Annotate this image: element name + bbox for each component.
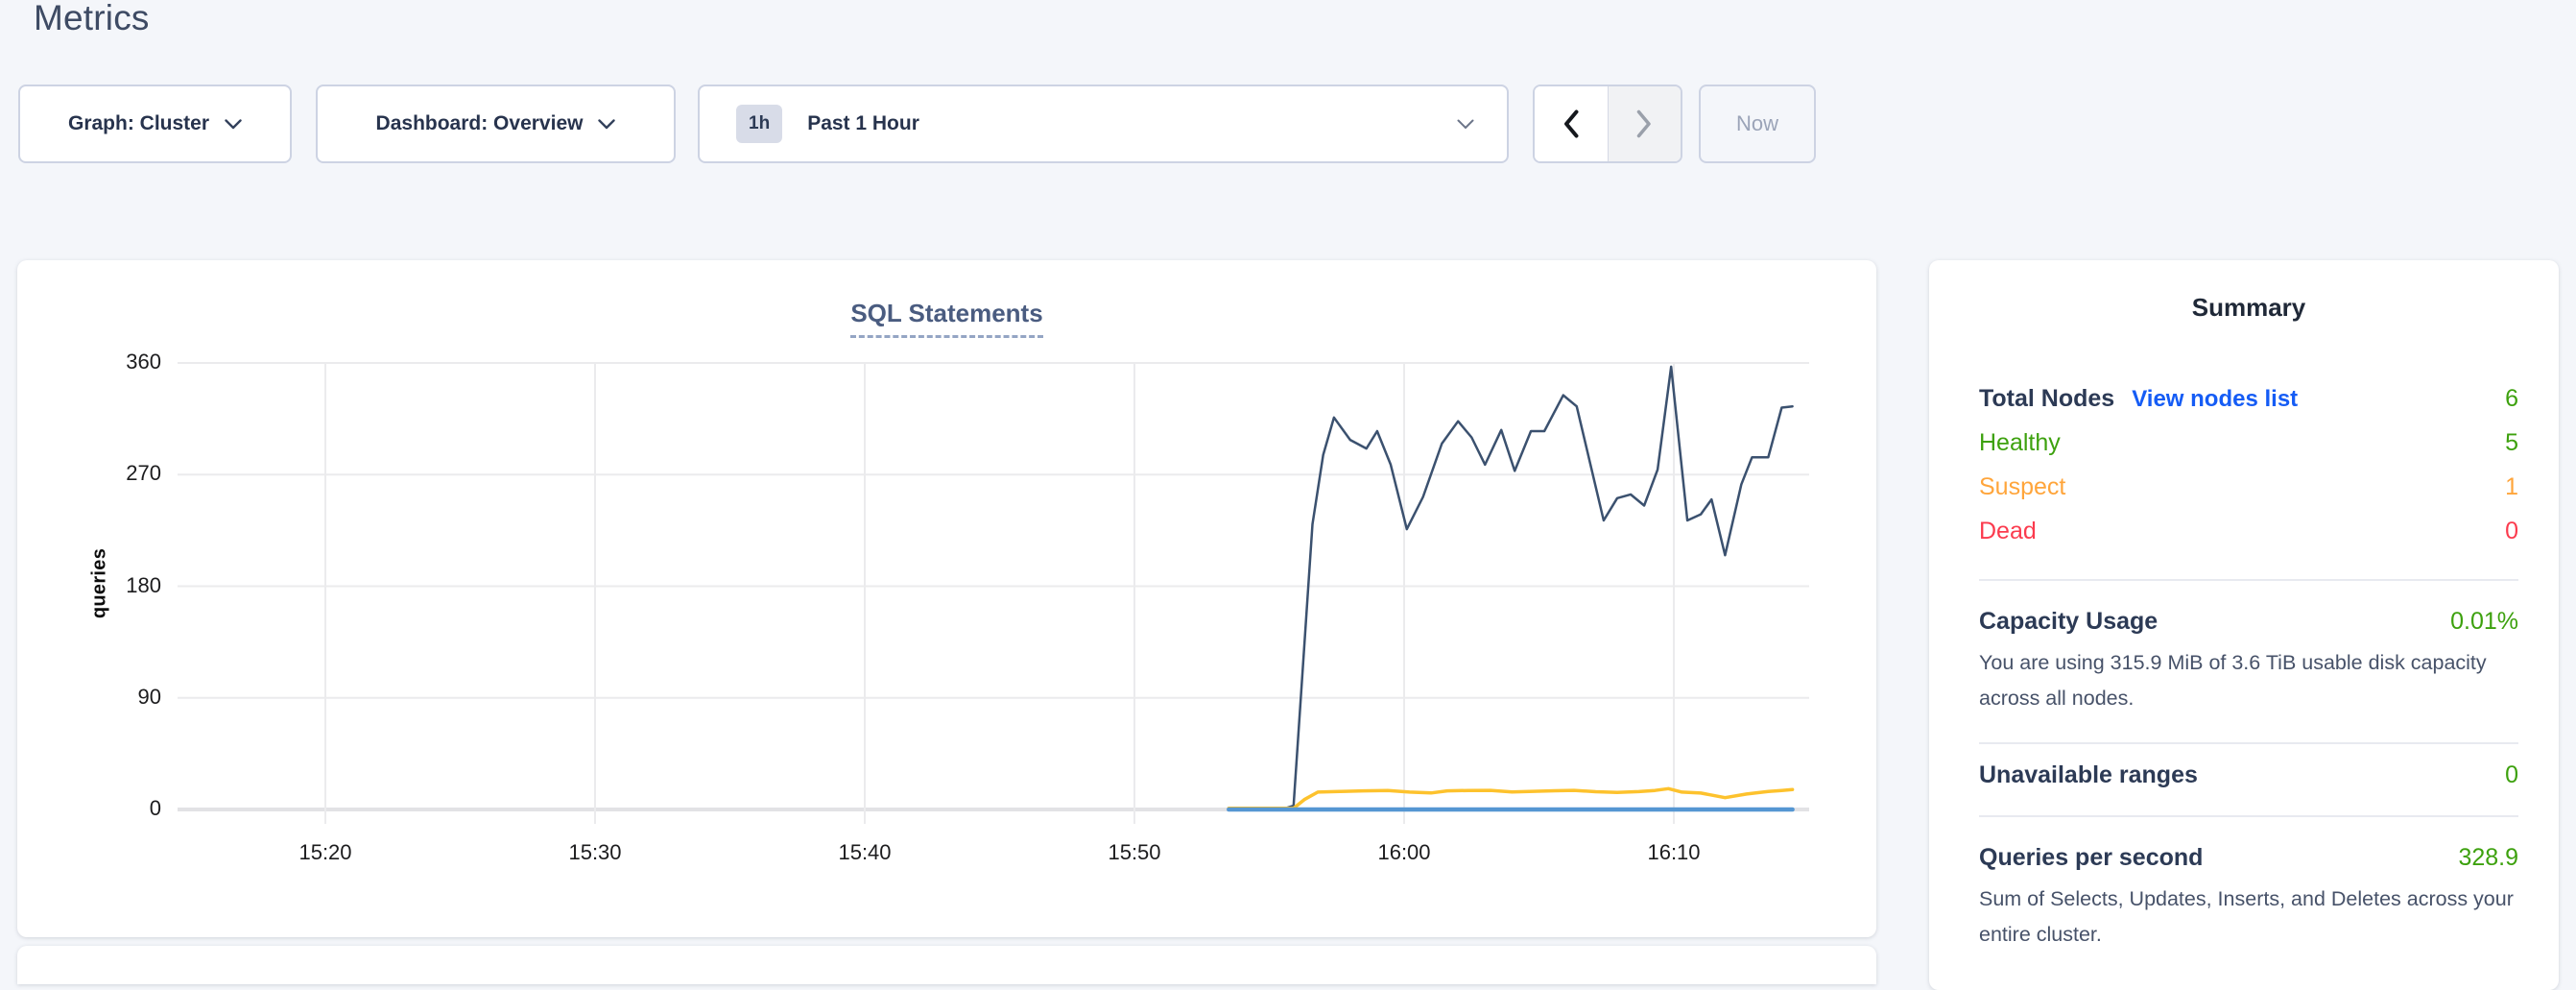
chevron-left-icon bbox=[1563, 109, 1579, 138]
time-range-badge: 1h bbox=[736, 105, 783, 143]
node-status-rows: Healthy 5 Suspect 1 Dead 0 bbox=[1979, 421, 2518, 553]
page-title: Metrics bbox=[34, 0, 150, 37]
x-tick-label: 15:40 bbox=[838, 840, 892, 864]
node-status-row: Dead 0 bbox=[1979, 509, 2518, 553]
capacity-usage-label: Capacity Usage bbox=[1979, 608, 2159, 635]
divider bbox=[1979, 579, 2518, 581]
node-status-label: Suspect bbox=[1979, 472, 2066, 500]
chart-title-row: SQL Statements bbox=[17, 299, 1876, 338]
chevron-down-icon bbox=[1457, 119, 1474, 129]
x-tick-label: 16:00 bbox=[1377, 840, 1431, 864]
next-time-button[interactable] bbox=[1607, 86, 1681, 161]
next-chart-card bbox=[17, 946, 1876, 984]
node-status-value: 5 bbox=[2505, 428, 2518, 456]
summary-title: Summary bbox=[2191, 293, 2306, 322]
chart-title[interactable]: SQL Statements bbox=[850, 299, 1043, 338]
dashboard-dropdown-label: Dashboard: Overview bbox=[375, 112, 584, 134]
x-tick-label: 15:50 bbox=[1108, 840, 1161, 864]
chevron-down-icon bbox=[598, 118, 616, 129]
y-tick-label: 180 bbox=[126, 572, 161, 597]
y-tick-label: 0 bbox=[149, 796, 161, 820]
x-tick-label: 15:30 bbox=[568, 840, 622, 864]
queries-per-second-label: Queries per second bbox=[1979, 844, 2204, 871]
chevron-down-icon bbox=[225, 118, 242, 129]
time-range-selector[interactable]: 1h Past 1 Hour bbox=[698, 85, 1509, 163]
qps-section: Queries per second 328.9 Sum of Selects,… bbox=[1979, 844, 2518, 953]
node-status-row: Healthy 5 bbox=[1979, 421, 2518, 465]
time-nav-group bbox=[1533, 85, 1682, 163]
capacity-section: Capacity Usage 0.01% You are using 315.9… bbox=[1979, 608, 2518, 716]
chevron-right-icon bbox=[1637, 109, 1651, 138]
node-summary: Total Nodes View nodes list 6 Healthy 5 Su… bbox=[1979, 376, 2518, 553]
metrics-page: Metrics Graph: Cluster Dashboard: Overvi… bbox=[17, 0, 2559, 990]
x-tick-label: 15:20 bbox=[298, 840, 352, 864]
node-status-row: Suspect 1 bbox=[1979, 465, 2518, 509]
node-status-value: 0 bbox=[2505, 517, 2518, 544]
unavailable-ranges-label: Unavailable ranges bbox=[1979, 761, 2198, 788]
y-tick-label: 270 bbox=[126, 461, 161, 486]
queries-per-second-description: Sum of Selects, Updates, Inserts, and De… bbox=[1979, 887, 2514, 946]
total-nodes-label: Total Nodes bbox=[1979, 384, 2115, 412]
node-status-label: Healthy bbox=[1979, 428, 2061, 456]
capacity-usage-value: 0.01% bbox=[2450, 608, 2518, 635]
now-button[interactable]: Now bbox=[1699, 85, 1816, 163]
chart-plot-area[interactable] bbox=[178, 356, 1809, 836]
total-nodes-value: 6 bbox=[2505, 384, 2518, 412]
graph-dropdown-label: Graph: Cluster bbox=[67, 112, 210, 134]
capacity-usage-description: You are using 315.9 MiB of 3.6 TiB usabl… bbox=[1979, 651, 2487, 710]
chart-series-line bbox=[1228, 365, 1794, 809]
x-tick-label: 16:10 bbox=[1647, 840, 1701, 864]
view-nodes-list-link[interactable]: View nodes list bbox=[2132, 385, 2299, 412]
time-range-label: Past 1 Hour bbox=[807, 112, 919, 134]
chart-series-line bbox=[1227, 786, 1795, 810]
total-nodes-row: Total Nodes View nodes list 6 bbox=[1979, 376, 2518, 421]
summary-panel: Summary Total Nodes View nodes list 6 He… bbox=[1929, 260, 2559, 990]
sql-statements-chart-card: SQL Statements queries 0 90 180 270 360 15:2… bbox=[17, 260, 1876, 937]
divider bbox=[1979, 815, 2518, 817]
node-status-label: Dead bbox=[1979, 517, 2037, 544]
graph-dropdown[interactable]: Graph: Cluster bbox=[18, 85, 292, 163]
prev-time-button[interactable] bbox=[1535, 86, 1608, 161]
queries-per-second-value: 328.9 bbox=[2458, 844, 2518, 871]
y-tick-label: 360 bbox=[126, 350, 161, 374]
y-tick-label: 90 bbox=[137, 684, 161, 709]
divider bbox=[1979, 742, 2518, 744]
dashboard-dropdown[interactable]: Dashboard: Overview bbox=[316, 85, 676, 163]
node-status-value: 1 bbox=[2505, 472, 2518, 500]
unavailable-ranges-section: Unavailable ranges 0 bbox=[1979, 761, 2518, 789]
unavailable-ranges-value: 0 bbox=[2505, 761, 2518, 788]
